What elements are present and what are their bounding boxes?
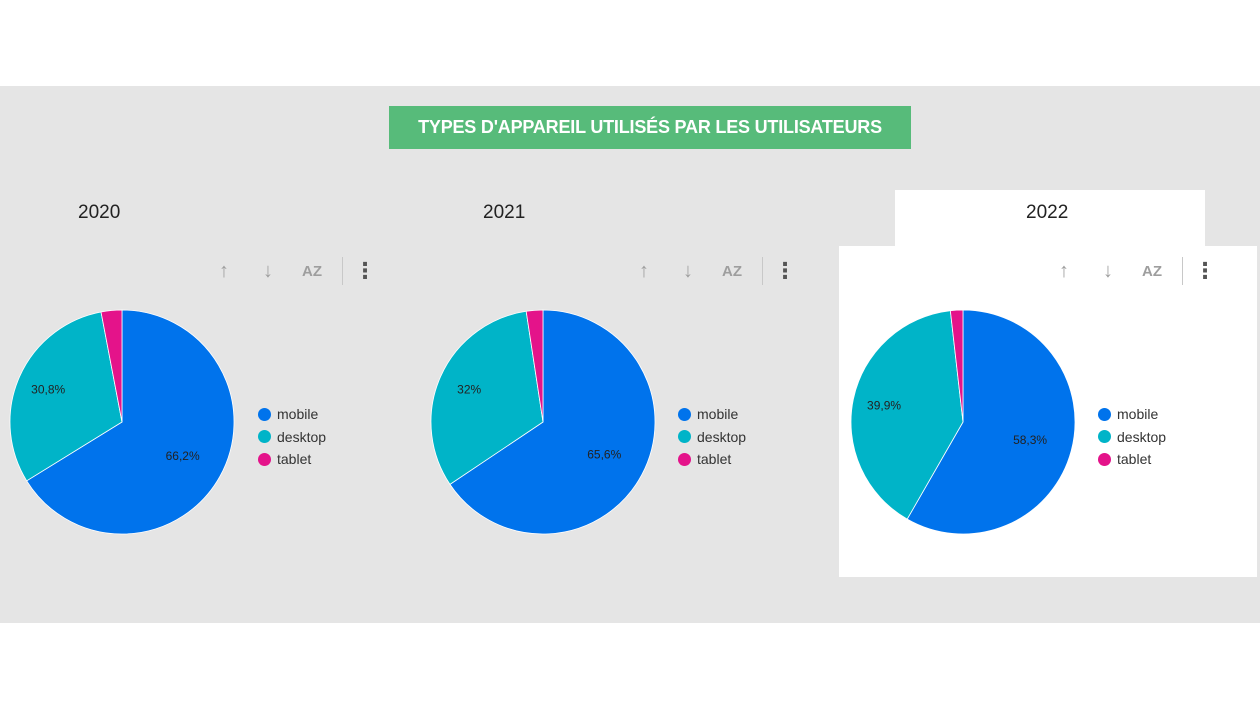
- more-options-button[interactable]: ⋮: [771, 256, 799, 286]
- chart-toolbar: ↑ ↓ AZ ⋮: [622, 256, 799, 286]
- legend-label: tablet: [697, 451, 732, 468]
- pie-slice-mobile[interactable]: [449, 309, 656, 535]
- toolbar-divider: [1182, 257, 1183, 285]
- legend-label: desktop: [697, 428, 747, 445]
- sort-alphabetical-button[interactable]: AZ: [290, 256, 334, 286]
- sort-alphabetical-button[interactable]: AZ: [1130, 256, 1174, 286]
- legend-item-tablet[interactable]: tablet: [258, 448, 326, 471]
- sort-ascending-button[interactable]: ↑: [622, 256, 666, 286]
- pie-slice-mobile[interactable]: [906, 309, 1076, 535]
- legend-swatch: [678, 407, 691, 421]
- legend-label: desktop: [277, 428, 327, 445]
- legend-label: mobile: [697, 406, 739, 423]
- legend-item-mobile[interactable]: mobile: [1098, 403, 1166, 426]
- chart-panel-2020[interactable]: 2020 ↑ ↓ AZ ⋮ 66,2% 30,8% mobile desktop tablet: [0, 86, 420, 623]
- pie-slice-tablet[interactable]: [949, 309, 964, 423]
- toolbar-divider: [762, 257, 763, 285]
- sort-descending-icon: ↓: [683, 259, 693, 282]
- sort-ascending-icon: ↑: [639, 259, 649, 282]
- legend-item-mobile[interactable]: mobile: [258, 403, 326, 426]
- sort-descending-button[interactable]: ↓: [666, 256, 710, 286]
- legend-item-mobile[interactable]: mobile: [678, 403, 746, 426]
- pie-slice-mobile[interactable]: [26, 309, 235, 535]
- chart-panel-2021[interactable]: 2021 ↑ ↓ AZ ⋮ 65,6% 32% mobile desktop tablet: [420, 86, 840, 623]
- pie-slice-desktop[interactable]: [850, 310, 964, 520]
- legend-label: tablet: [1117, 451, 1152, 468]
- sort-alphabetical-button[interactable]: AZ: [710, 256, 754, 286]
- report-title-banner: TYPES D'APPAREIL UTILISÉS PAR LES UTILIS…: [389, 106, 911, 149]
- more-options-button[interactable]: ⋮: [1191, 256, 1219, 286]
- chart-title: 2021: [483, 202, 526, 223]
- chart-title: 2022: [1026, 202, 1069, 223]
- data-label-desktop: 30,8%: [31, 383, 65, 397]
- chart-legend: mobile desktop tablet: [1098, 403, 1166, 471]
- legend-swatch: [678, 452, 691, 466]
- legend-swatch: [258, 430, 271, 444]
- data-label-mobile: 66,2%: [166, 449, 200, 463]
- legend-swatch: [1098, 407, 1111, 421]
- toolbar-divider: [342, 257, 343, 285]
- legend-swatch: [258, 407, 271, 421]
- sort-descending-button[interactable]: ↓: [1086, 256, 1130, 286]
- data-label-mobile: 58,3%: [1013, 433, 1047, 447]
- report-canvas: TYPES D'APPAREIL UTILISÉS PAR LES UTILIS…: [0, 86, 1260, 623]
- pie-slice-desktop[interactable]: [430, 310, 544, 485]
- more-vert-icon: ⋮: [354, 258, 376, 283]
- sort-descending-icon: ↓: [263, 259, 273, 282]
- chart-panel-2022[interactable]: 2022 ↑ ↓ AZ ⋮ 58,3% 39,9% mobile desktop tablet: [839, 86, 1260, 623]
- legend-swatch: [1098, 430, 1111, 444]
- data-label-mobile: 65,6%: [587, 448, 621, 462]
- chart-toolbar: ↑ ↓ AZ ⋮: [202, 256, 379, 286]
- chart-legend: mobile desktop tablet: [258, 403, 326, 471]
- legend-swatch: [678, 430, 691, 444]
- sort-ascending-icon: ↑: [219, 259, 229, 282]
- more-options-button[interactable]: ⋮: [351, 256, 379, 286]
- sort-descending-icon: ↓: [1103, 259, 1113, 282]
- legend-item-desktop[interactable]: desktop: [678, 426, 746, 449]
- legend-item-desktop[interactable]: desktop: [258, 426, 326, 449]
- legend-item-desktop[interactable]: desktop: [1098, 426, 1166, 449]
- chart-title: 2020: [78, 202, 121, 223]
- pie-slice-tablet[interactable]: [100, 309, 123, 423]
- legend-item-tablet[interactable]: tablet: [678, 448, 746, 471]
- sort-ascending-button[interactable]: ↑: [1042, 256, 1086, 286]
- more-vert-icon: ⋮: [774, 258, 796, 283]
- legend-label: desktop: [1117, 428, 1167, 445]
- legend-label: mobile: [277, 406, 319, 423]
- data-label-desktop: 39,9%: [867, 399, 901, 413]
- pie-chart[interactable]: 66,2% 30,8%: [0, 309, 250, 542]
- pie-slice-desktop[interactable]: [9, 311, 123, 482]
- sort-alphabetical-icon: AZ: [1142, 262, 1162, 280]
- report-title: TYPES D'APPAREIL UTILISÉS PAR LES UTILIS…: [418, 117, 882, 137]
- selected-chart-tab: [895, 190, 1205, 246]
- legend-item-tablet[interactable]: tablet: [1098, 448, 1166, 471]
- legend-label: tablet: [277, 451, 312, 468]
- sort-alphabetical-icon: AZ: [722, 262, 742, 280]
- more-vert-icon: ⋮: [1194, 258, 1216, 283]
- sort-ascending-icon: ↑: [1059, 259, 1069, 282]
- legend-swatch: [1098, 452, 1111, 466]
- chart-legend: mobile desktop tablet: [678, 403, 746, 471]
- legend-label: mobile: [1117, 406, 1159, 423]
- chart-toolbar: ↑ ↓ AZ ⋮: [1042, 256, 1219, 286]
- data-label-desktop: 32%: [457, 383, 481, 397]
- pie-chart[interactable]: 65,6% 32%: [420, 309, 670, 542]
- sort-alphabetical-icon: AZ: [302, 262, 322, 280]
- sort-ascending-button[interactable]: ↑: [202, 256, 246, 286]
- pie-chart[interactable]: 58,3% 39,9%: [840, 309, 1090, 542]
- pie-slice-tablet[interactable]: [525, 309, 544, 423]
- legend-swatch: [258, 452, 271, 466]
- sort-descending-button[interactable]: ↓: [246, 256, 290, 286]
